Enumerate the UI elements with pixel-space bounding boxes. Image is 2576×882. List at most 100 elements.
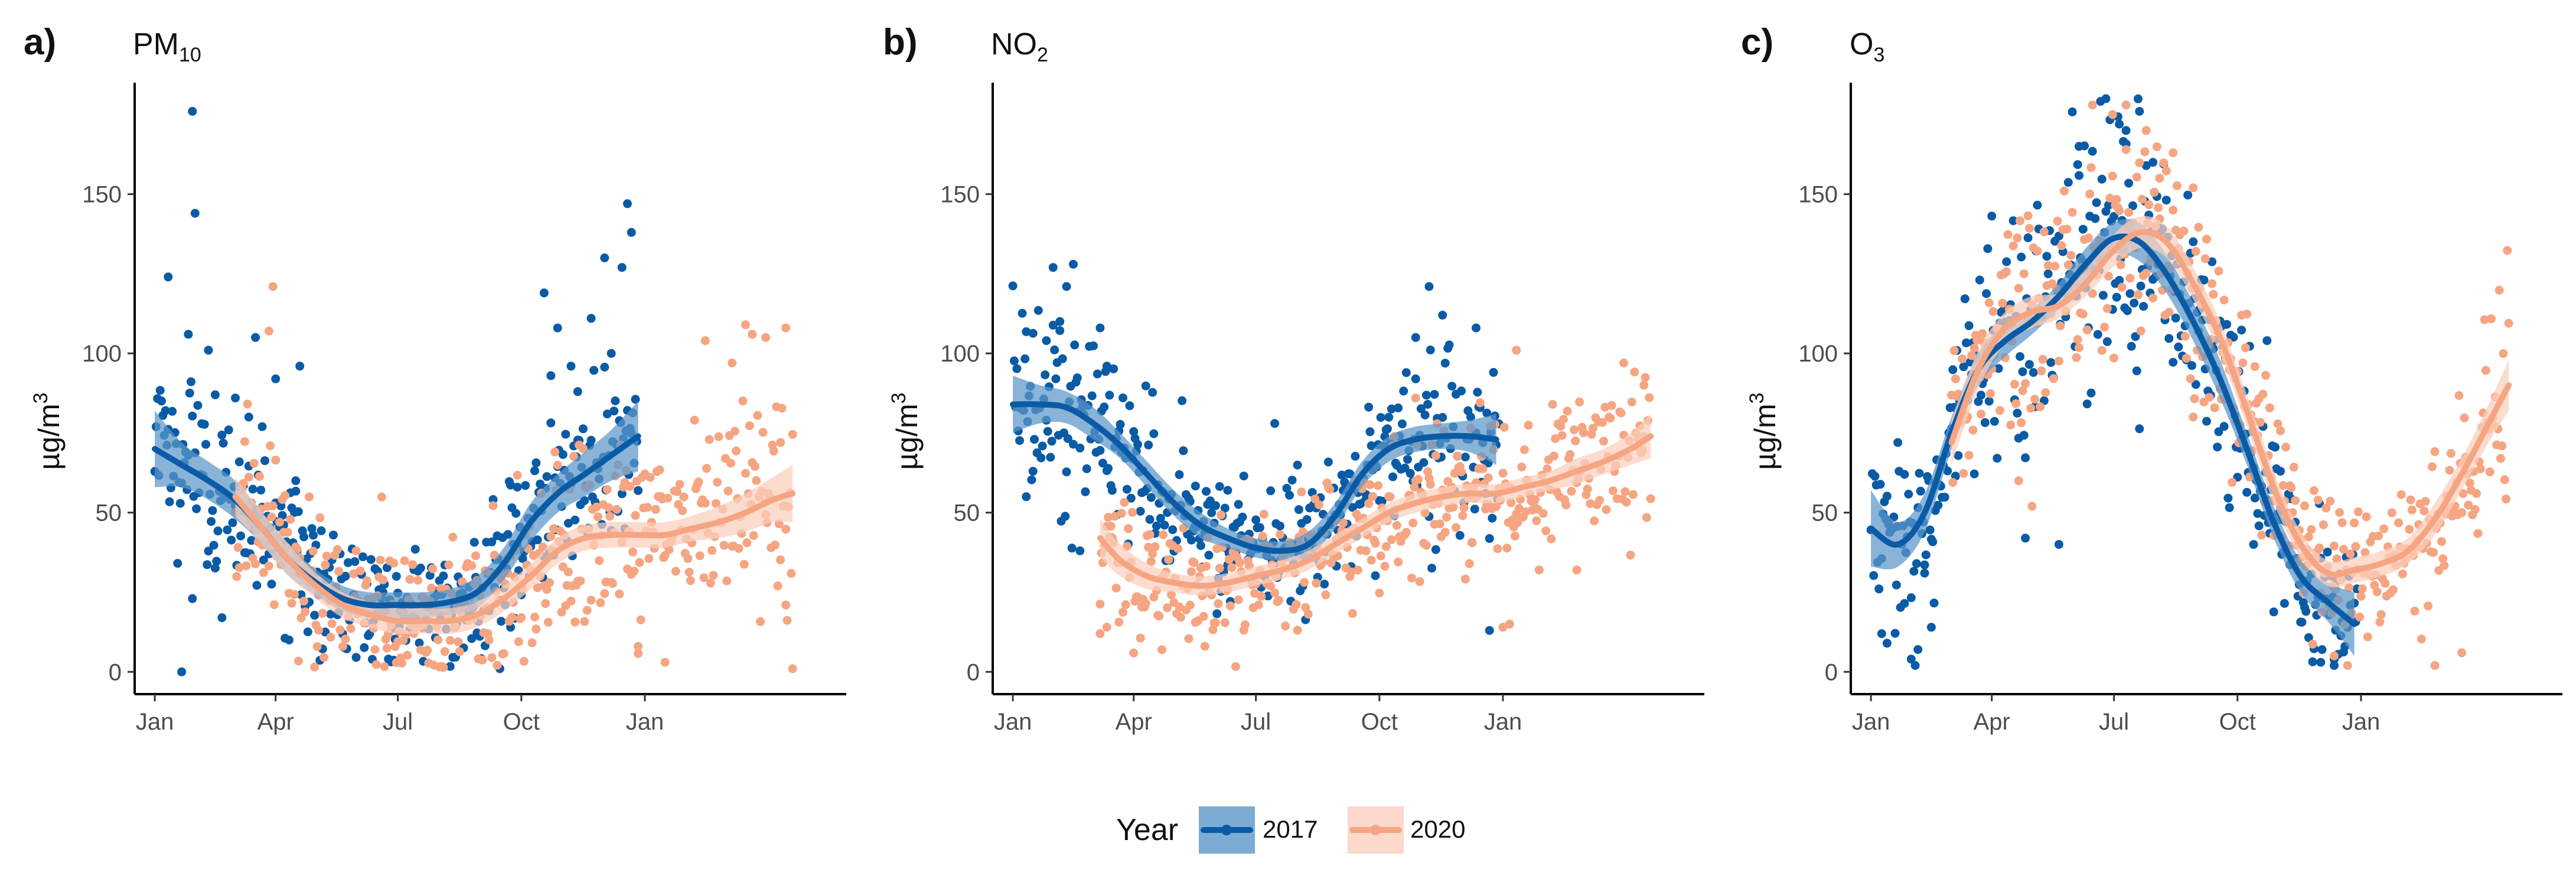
point-2020 — [2476, 464, 2485, 473]
point-2017 — [317, 526, 326, 535]
point-2017 — [1921, 550, 1931, 559]
panel-title: O3 — [1850, 27, 1884, 66]
point-2020 — [2038, 354, 2047, 364]
point-2020 — [2043, 261, 2053, 270]
point-2017 — [213, 526, 223, 536]
point-2020 — [1579, 428, 1588, 437]
point-2020 — [2121, 100, 2131, 110]
point-2017 — [1126, 493, 1136, 503]
point-2020 — [1338, 518, 1348, 528]
point-2017 — [1050, 345, 1059, 354]
point-2017 — [1882, 639, 1892, 648]
x-tick-label: Jan — [1484, 709, 1522, 735]
point-2020 — [397, 659, 406, 668]
point-2020 — [2307, 525, 2316, 534]
point-2020 — [1475, 398, 1485, 408]
point-2020 — [2357, 584, 2367, 594]
point-2017 — [1348, 503, 1357, 512]
point-2020 — [1532, 516, 1541, 525]
point-2020 — [734, 543, 744, 553]
point-2020 — [1583, 484, 1592, 494]
point-2020 — [553, 460, 562, 470]
point-2017 — [627, 227, 636, 237]
point-2020 — [2407, 505, 2417, 515]
point-2017 — [1089, 341, 1098, 350]
y-axis-label-main: µg/m — [32, 403, 66, 470]
point-2017 — [175, 499, 185, 508]
point-2020 — [299, 597, 308, 606]
point-2020 — [1394, 557, 1403, 567]
point-2017 — [570, 515, 580, 525]
point-2020 — [322, 551, 331, 561]
point-2020 — [1367, 555, 1376, 565]
point-2017 — [1904, 490, 1913, 499]
point-2017 — [1488, 513, 1497, 523]
point-2020 — [1435, 519, 1444, 529]
point-2020 — [499, 649, 508, 658]
point-2017 — [1916, 486, 1925, 496]
point-2020 — [1498, 623, 1508, 632]
point-2020 — [1164, 555, 1173, 564]
point-2020 — [635, 558, 644, 567]
point-2020 — [356, 566, 365, 575]
point-2020 — [2454, 391, 2464, 400]
point-2020 — [1551, 434, 1560, 443]
point-2020 — [2008, 241, 2018, 250]
point-2017 — [1145, 515, 1155, 524]
point-2017 — [1179, 446, 1188, 455]
point-2020 — [2261, 370, 2270, 380]
point-2020 — [2389, 585, 2398, 594]
point-2017 — [1970, 469, 1979, 479]
legend-key-2020 — [1348, 806, 1404, 854]
point-2020 — [389, 558, 399, 568]
point-2020 — [1958, 354, 1967, 363]
point-2020 — [709, 571, 718, 580]
point-2020 — [1145, 530, 1155, 539]
point-2020 — [1457, 467, 1466, 477]
point-2020 — [1629, 490, 1638, 499]
x-tick-label: Jan — [994, 709, 1032, 735]
point-2017 — [2223, 493, 2233, 503]
point-2020 — [1215, 564, 1224, 573]
point-2017 — [1156, 513, 1165, 523]
point-2020 — [557, 607, 566, 617]
point-2017 — [2229, 333, 2238, 342]
point-2017 — [2073, 160, 2082, 170]
point-2017 — [2308, 657, 2317, 666]
point-2020 — [546, 532, 556, 541]
point-2017 — [2029, 368, 2038, 377]
point-2020 — [2281, 442, 2291, 452]
point-2020 — [1348, 608, 1357, 618]
point-2020 — [706, 578, 715, 588]
point-2020 — [2410, 606, 2420, 616]
point-2017 — [1223, 486, 1232, 495]
point-2020 — [671, 567, 680, 576]
point-2020 — [1297, 487, 1306, 497]
point-2020 — [371, 660, 381, 669]
point-2020 — [1387, 535, 1396, 545]
y-tick-label: 150 — [940, 182, 980, 208]
point-2020 — [433, 635, 443, 645]
point-2020 — [631, 511, 640, 520]
point-2017 — [2018, 367, 2027, 376]
point-2017 — [1962, 338, 1971, 347]
point-2020 — [700, 336, 710, 346]
point-2020 — [1541, 526, 1551, 536]
point-2017 — [2104, 200, 2113, 210]
point-2020 — [478, 655, 487, 665]
point-2020 — [713, 477, 722, 487]
point-2020 — [519, 657, 529, 666]
point-2017 — [1008, 281, 1018, 291]
point-2020 — [722, 576, 732, 585]
point-2017 — [1473, 388, 1482, 397]
point-2020 — [741, 468, 750, 478]
legend-label-2017: 2017 — [1263, 815, 1318, 843]
point-2020 — [2406, 495, 2415, 505]
point-2020 — [2370, 581, 2379, 590]
point-2020 — [382, 643, 392, 653]
point-2020 — [2495, 285, 2504, 295]
point-2017 — [2269, 607, 2278, 617]
point-2017 — [1062, 467, 1071, 477]
point-2020 — [2141, 269, 2151, 278]
point-2020 — [1240, 620, 1250, 630]
